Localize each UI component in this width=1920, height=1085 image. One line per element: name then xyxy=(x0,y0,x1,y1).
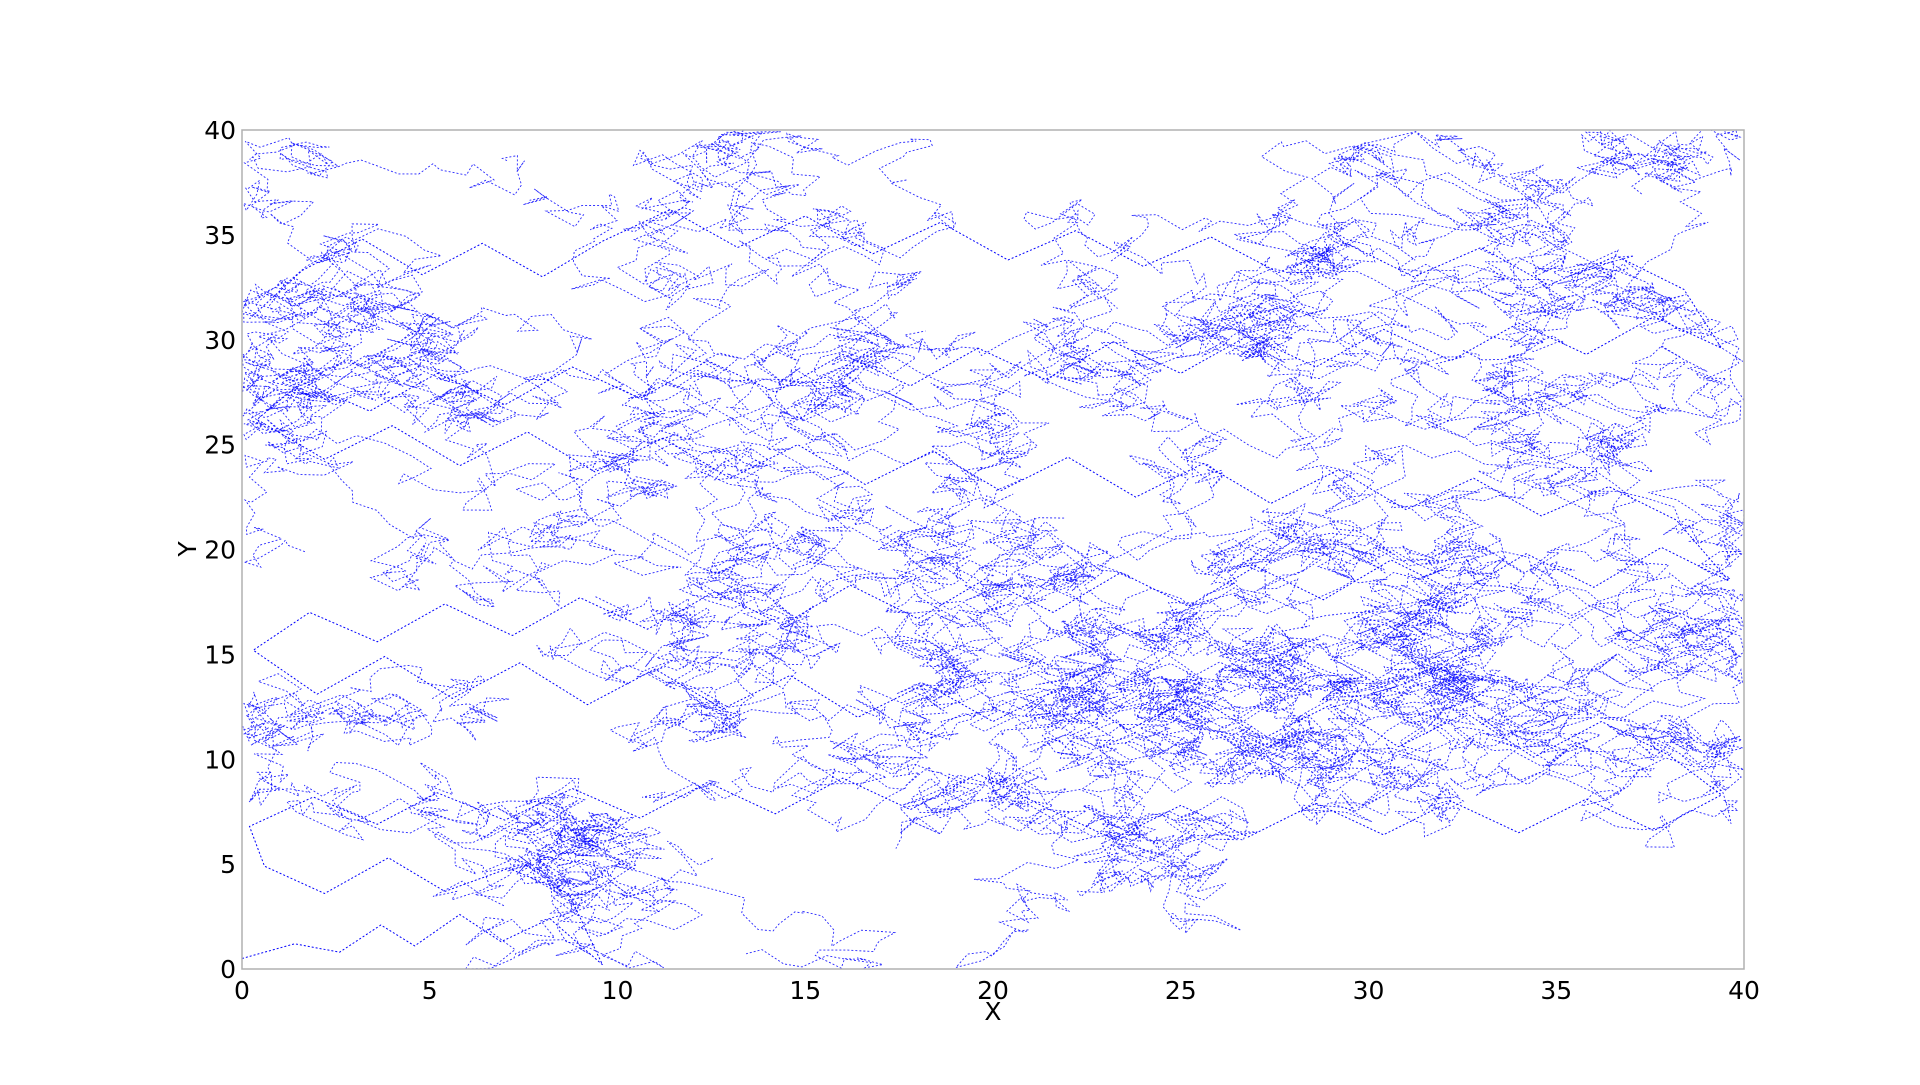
trajectory-line xyxy=(432,799,714,969)
x-tick-label: 0 xyxy=(234,976,250,1005)
x-tick-label: 15 xyxy=(789,976,821,1005)
trajectory-line xyxy=(522,130,957,303)
trajectory-line xyxy=(1361,602,1654,785)
trajectory-line xyxy=(432,797,703,969)
trajectory-line xyxy=(1135,427,1449,794)
trajectory-line xyxy=(1023,199,1371,422)
x-tick-label: 20 xyxy=(977,976,1009,1005)
plot-frame xyxy=(241,129,1745,970)
trajectory-line xyxy=(658,353,1065,675)
trajectory-line xyxy=(609,681,1124,835)
y-tick-label: 15 xyxy=(204,640,236,669)
trajectory-line xyxy=(1299,130,1701,298)
trajectory-line xyxy=(857,684,1258,885)
x-tick-label: 25 xyxy=(1165,976,1197,1005)
y-tick-label: 20 xyxy=(204,536,236,565)
trajectory-line xyxy=(1462,170,1722,492)
trajectory-line xyxy=(623,130,922,432)
trajectory-line xyxy=(955,760,1242,935)
trajectory-line xyxy=(243,306,593,511)
y-axis-ticks: 0 5 10 15 20 25 30 35 40 xyxy=(204,116,236,984)
trajectory-line xyxy=(632,219,1065,538)
trajectory-line xyxy=(757,315,1177,482)
trajectory-line xyxy=(677,505,1113,969)
y-tick-label: 40 xyxy=(204,116,236,145)
y-tick-label: 35 xyxy=(204,221,236,250)
trajectory-line xyxy=(1523,479,1744,686)
trajectory-line xyxy=(1093,528,1743,696)
trajectory-line xyxy=(242,285,434,568)
trajectory-line xyxy=(901,641,1262,776)
x-tick-label: 35 xyxy=(1540,976,1572,1005)
trajectory-line xyxy=(449,444,1013,608)
y-tick-label: 10 xyxy=(204,745,236,774)
series-line-0 xyxy=(242,209,1730,966)
x-tick-label: 40 xyxy=(1728,976,1760,1005)
trajectory-line xyxy=(552,413,985,660)
y-tick-label: 30 xyxy=(204,326,236,355)
y-tick-label: 25 xyxy=(204,431,236,460)
trajectory-line xyxy=(1566,602,1744,807)
trajectory-line xyxy=(248,762,897,969)
trajectory-line xyxy=(242,664,510,807)
x-axis-title: X xyxy=(984,997,1001,1026)
trajectory-line xyxy=(594,316,875,631)
series-layer xyxy=(242,130,1744,969)
trajectory-line xyxy=(880,466,1430,654)
y-axis-title: Y xyxy=(173,541,202,558)
trajectory-line xyxy=(242,137,525,402)
trajectory-line xyxy=(1483,130,1744,458)
trajectory-line xyxy=(536,597,822,743)
trajectory-line xyxy=(937,560,1227,760)
trajectory-line xyxy=(1155,526,1385,770)
x-tick-label: 30 xyxy=(1353,976,1385,1005)
trajectory-line xyxy=(1072,231,1362,413)
y-tick-label: 5 xyxy=(220,850,236,879)
trajectory-line xyxy=(1068,613,1475,838)
trajectory-line xyxy=(1322,219,1744,412)
trajectory-line xyxy=(895,634,1396,849)
plot-area xyxy=(242,130,1744,969)
trajectory-line xyxy=(896,620,1459,727)
trajectory-line xyxy=(1216,256,1539,451)
x-axis-ticks: 0 5 10 15 20 25 30 35 40 xyxy=(234,976,1760,1005)
trajectory-line xyxy=(1356,560,1682,797)
x-tick-label: 5 xyxy=(422,976,438,1005)
x-tick-label: 10 xyxy=(602,976,634,1005)
trajectory-line xyxy=(1035,486,1508,771)
trajectory-line xyxy=(1118,674,1740,848)
y-tick-label: 0 xyxy=(220,955,236,984)
trajectory-line xyxy=(1256,140,1595,348)
